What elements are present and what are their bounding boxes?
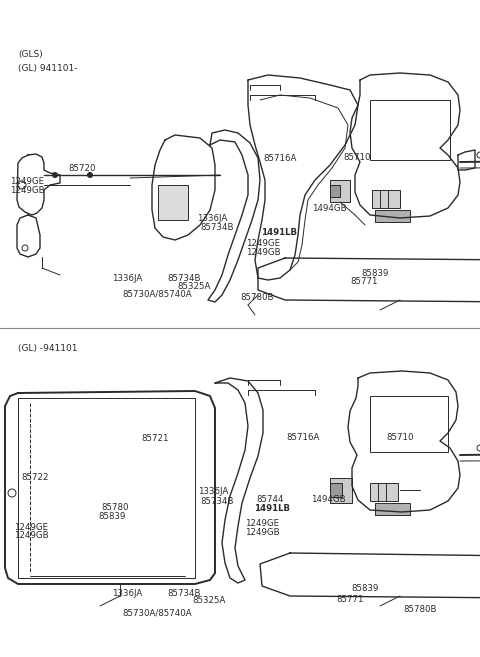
- Circle shape: [52, 173, 58, 177]
- Text: 1491LB: 1491LB: [254, 504, 290, 513]
- Text: 85839: 85839: [352, 583, 379, 593]
- Bar: [375, 503, 410, 515]
- Text: 85710: 85710: [386, 433, 414, 442]
- Text: 85771: 85771: [336, 595, 363, 604]
- Text: 1249GE: 1249GE: [246, 239, 280, 248]
- Bar: [372, 190, 400, 208]
- Text: 85325A: 85325A: [178, 282, 211, 291]
- Text: 1249GE: 1249GE: [14, 523, 48, 532]
- Text: 1336JA: 1336JA: [197, 214, 227, 223]
- Bar: [370, 100, 450, 160]
- Text: 85716A: 85716A: [286, 433, 320, 442]
- Text: 85734B: 85734B: [167, 589, 201, 599]
- Text: 85839: 85839: [98, 512, 126, 521]
- Text: (GL) 941101-: (GL) 941101-: [18, 64, 77, 72]
- Text: 85730A/85740A: 85730A/85740A: [122, 290, 192, 299]
- Bar: [375, 210, 410, 222]
- Text: 1494GB: 1494GB: [311, 495, 345, 504]
- Text: 1336JA: 1336JA: [198, 487, 228, 496]
- Bar: [370, 396, 448, 452]
- Text: 85780B: 85780B: [240, 293, 274, 302]
- Bar: [330, 483, 342, 497]
- Text: 85744: 85744: [257, 495, 284, 504]
- Text: 1249GB: 1249GB: [246, 248, 280, 257]
- Text: 85730A/85740A: 85730A/85740A: [122, 608, 192, 618]
- Text: 85734B: 85734B: [201, 497, 234, 506]
- Text: 1336JA: 1336JA: [112, 274, 143, 283]
- Bar: [330, 478, 352, 503]
- Circle shape: [87, 173, 93, 177]
- Text: 85722: 85722: [22, 473, 49, 482]
- Text: 1249GB: 1249GB: [14, 531, 49, 540]
- Bar: [330, 180, 350, 202]
- Text: 85716A: 85716A: [263, 154, 297, 164]
- Text: 85734B: 85734B: [167, 274, 201, 283]
- Text: 1336JA: 1336JA: [112, 589, 143, 599]
- Text: 85721: 85721: [142, 434, 169, 443]
- Text: 1249GB: 1249GB: [245, 528, 279, 537]
- Bar: [330, 185, 340, 197]
- Text: 85771: 85771: [350, 277, 378, 286]
- Bar: [370, 483, 398, 501]
- Text: 1249GB: 1249GB: [10, 186, 44, 195]
- Text: 1249GE: 1249GE: [10, 177, 44, 187]
- Text: (GL) -941101: (GL) -941101: [18, 344, 77, 353]
- Text: 85710: 85710: [343, 153, 371, 162]
- Text: 85734B: 85734B: [201, 223, 234, 233]
- Text: 85780B: 85780B: [403, 605, 437, 614]
- Text: 1491LB: 1491LB: [261, 228, 297, 237]
- Text: 1249GE: 1249GE: [245, 519, 279, 528]
- Text: 85720: 85720: [69, 164, 96, 173]
- Text: 85780: 85780: [102, 503, 129, 512]
- Text: 85839: 85839: [361, 269, 389, 278]
- Text: 85325A: 85325A: [192, 596, 226, 605]
- Text: (GLS): (GLS): [18, 51, 43, 60]
- Text: 1494GB: 1494GB: [312, 204, 347, 214]
- Bar: [158, 185, 188, 220]
